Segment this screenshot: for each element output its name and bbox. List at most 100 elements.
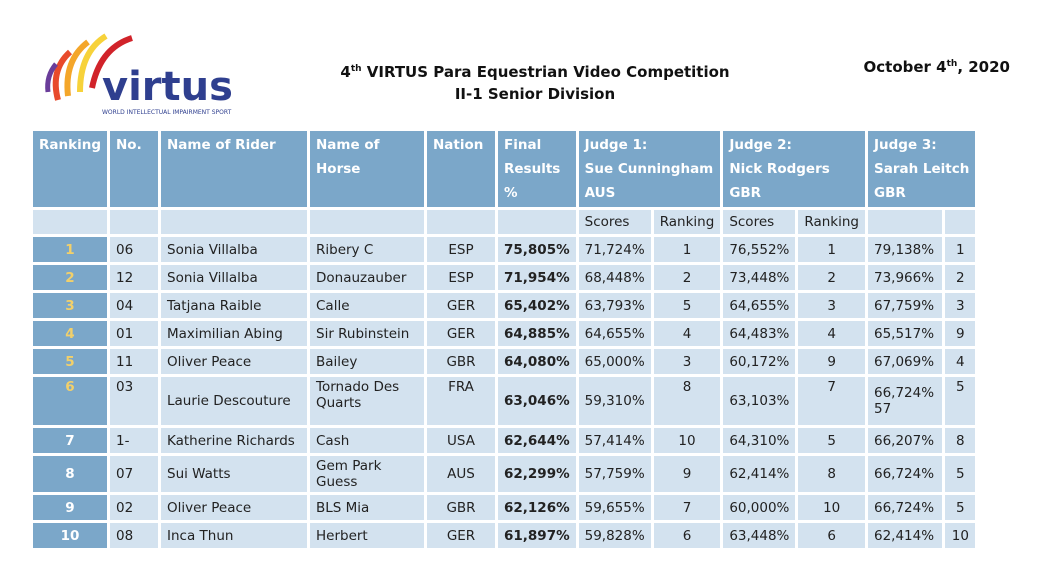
empty-cell [945, 210, 976, 234]
cell: 07 [110, 456, 158, 492]
cell: 10 [33, 523, 107, 548]
cell: Sonia Villalba [161, 265, 307, 290]
cell: Sui Watts [161, 456, 307, 492]
column-header: Name of Rider [161, 131, 307, 207]
logo-tagline: WORLD INTELLECTUAL IMPAIRMENT SPORT [102, 109, 232, 116]
cell: Tornado Des Quarts [310, 377, 424, 425]
cell: 8 [798, 456, 865, 492]
cell: Gem Park Guess [310, 456, 424, 492]
judge-header: Judge 3: Sarah Leitch GBR [868, 131, 976, 207]
cell: USA [427, 428, 495, 453]
empty-cell [498, 210, 576, 234]
cell: 3 [798, 293, 865, 318]
cell: 67,759% [868, 293, 943, 318]
judge-header: Judge 2: Nick Rodgers GBR [723, 131, 865, 207]
cell: 8 [653, 377, 721, 425]
cell: GER [427, 293, 495, 318]
column-header: No. [110, 131, 158, 207]
cell: Bailey [310, 349, 424, 374]
cell: 5 [653, 293, 721, 318]
column-header: Final Results % [498, 131, 576, 207]
cell: 59,828% [578, 523, 651, 548]
judge-line: Judge 2: [729, 137, 792, 153]
cell: 1 [653, 237, 721, 262]
cell: 60,172% [723, 349, 796, 374]
cell: GBR [427, 495, 495, 520]
cell: 59,655% [578, 495, 651, 520]
cell: 7 [33, 428, 107, 453]
cell: 8 [33, 456, 107, 492]
subtitle: II-1 Senior Division [454, 85, 616, 103]
judge-header: Judge 1: Sue Cunningham AUS [578, 131, 721, 207]
cell: Tatjana Raible [161, 293, 307, 318]
cell: 64,655% [723, 293, 796, 318]
subheader: Ranking [653, 210, 721, 234]
judge-line: Judge 1: [584, 137, 648, 153]
results-table: Ranking No. Name of Rider Name of Horse Nati… [30, 128, 978, 551]
cell: 64,310% [723, 428, 796, 453]
data-row: 6 03 Laurie Descouture Tornado Des Quarts FR… [33, 377, 976, 425]
column-header: Name of Horse [310, 131, 424, 207]
cell: Inca Thun [161, 523, 307, 548]
cell: 62,299% [498, 456, 576, 492]
cell: 5 [945, 456, 976, 492]
cell: 71,724% [578, 237, 651, 262]
cell: GER [427, 321, 495, 346]
cell: 9 [653, 456, 721, 492]
cell: 5 [798, 428, 865, 453]
data-row: 1 06 Sonia Villalba Ribery C ESP 75,805% 71,72… [33, 237, 976, 262]
cell: 04 [110, 293, 158, 318]
judge-line: Sue Cunningham [584, 161, 714, 177]
cell: 6 [33, 377, 107, 425]
cell: 5 [945, 495, 976, 520]
cell: Maximilian Abing [161, 321, 307, 346]
cell: ESP [427, 265, 495, 290]
cell: 10 [798, 495, 865, 520]
cell: 1 [945, 237, 976, 262]
subheader: Scores [578, 210, 651, 234]
title: 4th VIRTUS Para Equestrian Video Competi… [340, 58, 730, 105]
title-text: VIRTUS Para Equestrian Video Competition [361, 63, 730, 81]
cell: 2 [798, 265, 865, 290]
cell: 7 [653, 495, 721, 520]
cell: 76,552% [723, 237, 796, 262]
cell: Katherine Richards [161, 428, 307, 453]
cell: 5 [33, 349, 107, 374]
cell: 2 [653, 265, 721, 290]
cell: Herbert [310, 523, 424, 548]
date-text: , 2020 [957, 58, 1010, 76]
cell: 62,644% [498, 428, 576, 453]
cell: 3 [945, 293, 976, 318]
empty-cell [310, 210, 424, 234]
cell: 4 [33, 321, 107, 346]
cell: 12 [110, 265, 158, 290]
column-header: Ranking [33, 131, 107, 207]
cell: Sir Rubinstein [310, 321, 424, 346]
title-sup: th [350, 64, 362, 74]
cell: 06 [110, 237, 158, 262]
judge-line: Nick Rodgers [729, 161, 830, 177]
data-row: 9 02 Oliver Peace BLS Mia GBR 62,126% 59,655% 7… [33, 495, 976, 520]
cell: 62,414% [868, 523, 943, 548]
header-row: Ranking No. Name of Rider Name of Horse Nati… [33, 131, 976, 207]
cell: 63,448% [723, 523, 796, 548]
empty-cell [33, 210, 107, 234]
cell: 6 [653, 523, 721, 548]
cell: 11 [110, 349, 158, 374]
date-text: October 4 [863, 58, 947, 76]
subheader: Ranking [798, 210, 865, 234]
data-row: 2 12 Sonia Villalba Donauzauber ESP 71,954% 68… [33, 265, 976, 290]
cell: Laurie Descouture [161, 377, 307, 425]
cell: 67,069% [868, 349, 943, 374]
empty-cell [427, 210, 495, 234]
cell: BLS Mia [310, 495, 424, 520]
cell: 66,724% 57 [868, 377, 943, 425]
cell: 6 [798, 523, 865, 548]
cell: 1 [798, 237, 865, 262]
judge-line: GBR [874, 185, 906, 201]
data-row: 4 01 Maximilian Abing Sir Rubinstein GER 64,8… [33, 321, 976, 346]
judge-line: AUS [584, 185, 616, 201]
cell: 61,897% [498, 523, 576, 548]
cell: Oliver Peace [161, 495, 307, 520]
